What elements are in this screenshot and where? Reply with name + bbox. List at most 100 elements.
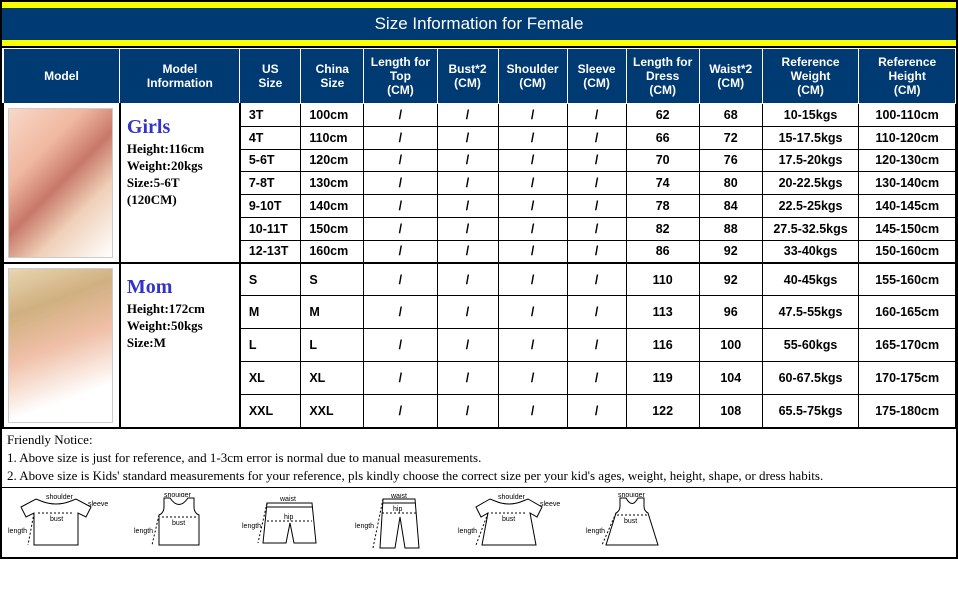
- svg-text:bust: bust: [172, 520, 185, 527]
- cell: /: [437, 362, 498, 395]
- svg-text:length: length: [242, 523, 261, 530]
- cell: /: [567, 296, 626, 329]
- cell: 155-160cm: [859, 263, 956, 296]
- cell: 20-22.5kgs: [762, 172, 859, 195]
- cell: 160cm: [301, 240, 364, 263]
- col-header: Sleeve(CM): [567, 49, 626, 104]
- cell: 10-15kgs: [762, 104, 859, 127]
- cell: 116: [626, 329, 699, 362]
- cell: 40-45kgs: [762, 263, 859, 296]
- cell: /: [498, 126, 567, 149]
- model-info-line: Height:172cm: [127, 301, 233, 318]
- cell: 100cm: [301, 104, 364, 127]
- cell: /: [437, 104, 498, 127]
- flared-tshirt-diagram-icon: shoulder sleeve bust length: [458, 493, 568, 553]
- cell: 62: [626, 104, 699, 127]
- svg-text:sleeve: sleeve: [88, 501, 108, 508]
- cell: 78: [626, 195, 699, 218]
- cell: L: [301, 329, 364, 362]
- cell: 17.5-20kgs: [762, 149, 859, 172]
- model-info-line: Size:5-6T: [127, 175, 233, 192]
- model-info-line: Size:M: [127, 335, 233, 352]
- cell: /: [437, 195, 498, 218]
- cell: /: [567, 126, 626, 149]
- friendly-notice: Friendly Notice: 1. Above size is just f…: [2, 428, 956, 487]
- svg-text:bust: bust: [50, 516, 63, 523]
- svg-text:shoulder: shoulder: [46, 494, 74, 501]
- cell: 160-165cm: [859, 296, 956, 329]
- pants-diagram-icon: waist hip length: [355, 493, 440, 553]
- cell: /: [364, 263, 437, 296]
- cell: /: [364, 104, 437, 127]
- cell: /: [364, 362, 437, 395]
- cell: L: [240, 329, 301, 362]
- chart-title: Size Information for Female: [2, 8, 956, 40]
- col-header: ReferenceWeight(CM): [762, 49, 859, 104]
- cell: /: [437, 240, 498, 263]
- svg-text:bust: bust: [624, 518, 637, 525]
- cell: 110cm: [301, 126, 364, 149]
- cell: /: [437, 172, 498, 195]
- cell: /: [364, 296, 437, 329]
- svg-text:hip: hip: [284, 514, 293, 521]
- svg-text:shoulder: shoulder: [618, 493, 646, 499]
- cell: 22.5-25kgs: [762, 195, 859, 218]
- svg-text:length: length: [355, 523, 374, 530]
- cell: 100: [699, 329, 762, 362]
- cell: /: [498, 329, 567, 362]
- cell: /: [437, 395, 498, 428]
- cell: 60-67.5kgs: [762, 362, 859, 395]
- cell: 150-160cm: [859, 240, 956, 263]
- cell: /: [567, 149, 626, 172]
- cell: 120cm: [301, 149, 364, 172]
- svg-text:length: length: [586, 528, 605, 535]
- cell: 5-6T: [240, 149, 301, 172]
- dress-diagram-icon: shoulder bust length: [586, 493, 681, 553]
- svg-text:shoulder: shoulder: [164, 493, 192, 499]
- cell: 76: [699, 149, 762, 172]
- cell: 33-40kgs: [762, 240, 859, 263]
- model-photo-icon: [8, 268, 113, 423]
- size-table: ModelModelInformationUSSizeChinaSizeLeng…: [2, 48, 956, 428]
- cell: 15-17.5kgs: [762, 126, 859, 149]
- cell: 88: [699, 217, 762, 240]
- model-photo-cell: [3, 104, 120, 264]
- cell: /: [437, 126, 498, 149]
- notice-line-2: 2. Above size is Kids' standard measurem…: [7, 467, 951, 485]
- col-header: USSize: [240, 49, 301, 104]
- col-header: Model: [3, 49, 120, 104]
- cell: 82: [626, 217, 699, 240]
- model-photo-cell: [3, 263, 120, 428]
- cell: /: [364, 240, 437, 263]
- cell: /: [498, 362, 567, 395]
- tank-diagram-icon: shoulder bust length: [134, 493, 224, 553]
- cell: 9-10T: [240, 195, 301, 218]
- cell: /: [567, 240, 626, 263]
- cell: XL: [240, 362, 301, 395]
- col-header: Waist*2(CM): [699, 49, 762, 104]
- cell: /: [364, 149, 437, 172]
- cell: /: [567, 217, 626, 240]
- cell: 100-110cm: [859, 104, 956, 127]
- cell: 145-150cm: [859, 217, 956, 240]
- cell: /: [567, 172, 626, 195]
- cell: /: [498, 172, 567, 195]
- cell: /: [364, 217, 437, 240]
- cell: 140-145cm: [859, 195, 956, 218]
- cell: 150cm: [301, 217, 364, 240]
- cell: /: [437, 263, 498, 296]
- model-photo-icon: [8, 108, 113, 258]
- col-header: ChinaSize: [301, 49, 364, 104]
- cell: 4T: [240, 126, 301, 149]
- cell: /: [567, 362, 626, 395]
- cell: 140cm: [301, 195, 364, 218]
- model-info-line: Height:116cm: [127, 141, 233, 158]
- svg-text:bust: bust: [502, 516, 515, 523]
- cell: /: [364, 172, 437, 195]
- cell: 55-60kgs: [762, 329, 859, 362]
- cell: 113: [626, 296, 699, 329]
- shorts-diagram-icon: waist hip length: [242, 493, 337, 553]
- svg-text:length: length: [458, 528, 477, 535]
- cell: 3T: [240, 104, 301, 127]
- cell: /: [364, 126, 437, 149]
